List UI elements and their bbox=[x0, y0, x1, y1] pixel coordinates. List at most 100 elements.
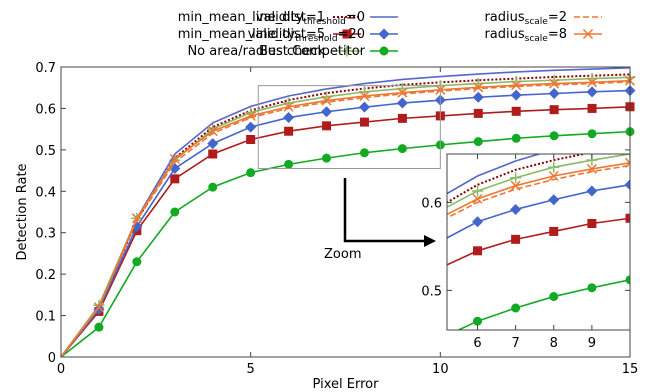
y-tick-label: 0.4 bbox=[35, 185, 56, 200]
main-series-point-5 bbox=[397, 144, 407, 154]
inset-series-line-3 bbox=[447, 154, 542, 195]
inset-series-point-7 bbox=[472, 193, 483, 204]
inset-series-point-2 bbox=[548, 161, 560, 173]
main-series-point-4 bbox=[396, 97, 408, 109]
y-tick-label: 0.5 bbox=[35, 144, 56, 159]
x-tick-label: 10 bbox=[432, 362, 449, 377]
main-series-point-1 bbox=[284, 126, 294, 136]
main-series-point-1 bbox=[587, 103, 597, 113]
y-tick-label: 0.1 bbox=[35, 310, 56, 325]
y-tick-label: 0.3 bbox=[35, 227, 56, 242]
inset-series-line-0 bbox=[447, 154, 589, 204]
inset-series bbox=[447, 154, 630, 330]
y-tick-label: 0.7 bbox=[35, 61, 56, 76]
inset-series-point-4 bbox=[586, 185, 598, 197]
inset-series-point-1 bbox=[625, 213, 630, 223]
inset-series-line-7 bbox=[447, 161, 630, 216]
zoom-arrow-head bbox=[424, 235, 436, 247]
legend: min_mean_line_dist=1 min_mean_line_dist=5… bbox=[178, 10, 602, 59]
inset-series-point-7 bbox=[548, 170, 559, 182]
inset-x-tick-label: 6 bbox=[473, 336, 481, 351]
main-series-point-7 bbox=[131, 213, 142, 224]
main-series-line-5 bbox=[60, 130, 631, 358]
y-tick-label: 0.6 bbox=[35, 102, 56, 117]
main-series-point-7 bbox=[549, 78, 560, 89]
legend-label-6: radiusscale=2 bbox=[484, 10, 567, 27]
main-series-point-5 bbox=[322, 153, 332, 163]
main-series-point-5 bbox=[473, 137, 483, 147]
inset-series-point-5 bbox=[511, 303, 521, 313]
x-tick-label: 0 bbox=[57, 362, 65, 377]
main-series-point-7 bbox=[321, 95, 332, 106]
x-tick-label: 15 bbox=[622, 362, 639, 377]
inset-series-point-1 bbox=[511, 234, 521, 244]
zoom-region-box bbox=[257, 85, 441, 169]
main-series-point-4 bbox=[510, 89, 522, 101]
inset-x-tick-label: 9 bbox=[588, 336, 596, 351]
inset-frame bbox=[446, 153, 631, 331]
inset-y-tick-label: 0.6 bbox=[421, 196, 442, 211]
main-series-point-5 bbox=[132, 257, 142, 267]
main-series-point-7 bbox=[93, 302, 104, 313]
main-series-point-1 bbox=[170, 174, 180, 184]
main-series-point-1 bbox=[208, 149, 218, 159]
main-series-point-4 bbox=[548, 88, 560, 100]
main-series-point-7 bbox=[473, 82, 484, 93]
inset-series-point-7 bbox=[586, 163, 597, 174]
main-series-point-4 bbox=[169, 163, 181, 174]
inset-series-point-1 bbox=[587, 219, 597, 229]
main-series-point-4 bbox=[321, 106, 333, 118]
legend-marker-2 bbox=[341, 45, 353, 57]
legend-marker-5 bbox=[379, 46, 389, 56]
main-series-point-4 bbox=[358, 101, 370, 113]
zoom-arrow-line bbox=[343, 178, 426, 243]
main-series-point-5 bbox=[246, 168, 256, 178]
main-series-point-7 bbox=[359, 90, 370, 102]
inset-series-point-5 bbox=[587, 283, 597, 293]
inset-series-point-1 bbox=[549, 226, 559, 236]
main-series-point-7 bbox=[283, 101, 294, 112]
inset-series-point-7 bbox=[624, 157, 630, 168]
main-series-point-1 bbox=[246, 135, 256, 144]
legend-marker-7 bbox=[582, 28, 594, 40]
legend-label-1: min_mean_line_dist=5 bbox=[178, 27, 325, 42]
main-series-point-1 bbox=[359, 117, 369, 127]
inset-series-point-7 bbox=[510, 180, 521, 191]
zoom-annotation: Zoom bbox=[324, 247, 361, 262]
main-series-point-5 bbox=[587, 129, 597, 139]
y-tick-label: 0 bbox=[48, 351, 56, 366]
inset-series-point-5 bbox=[473, 316, 482, 326]
legend-label-3: validitythreshold=0 bbox=[256, 10, 365, 27]
inset-series-point-4 bbox=[472, 216, 483, 228]
main-series-point-7 bbox=[587, 77, 598, 88]
inset-series-point-1 bbox=[473, 246, 482, 256]
main-series-point-5 bbox=[549, 131, 559, 141]
x-axis-label: Pixel Error bbox=[313, 377, 380, 392]
inset-series-point-5 bbox=[625, 275, 630, 285]
main-series-line-7 bbox=[60, 79, 631, 358]
inset-x-tick-label: 8 bbox=[550, 336, 558, 351]
inset-series-line-6 bbox=[447, 164, 630, 219]
inset-series-point-4 bbox=[548, 194, 560, 206]
main-series-point-5 bbox=[359, 148, 369, 158]
legend-label-4: validitythreshold=20 bbox=[248, 27, 365, 44]
main-series-point-5 bbox=[511, 133, 521, 143]
main-series-point-7 bbox=[397, 87, 408, 98]
main-series-point-7 bbox=[207, 126, 218, 137]
main-series-line-4 bbox=[60, 89, 631, 358]
y-axis-label: Detection Rate bbox=[15, 163, 30, 260]
main-series-point-5 bbox=[208, 182, 218, 192]
zoom-rectangle bbox=[257, 85, 441, 169]
main-series-point-7 bbox=[511, 80, 522, 91]
main-series-point-1 bbox=[397, 113, 407, 123]
inset-series-line-5 bbox=[456, 279, 630, 330]
legend-marker-1 bbox=[342, 29, 352, 39]
main-series-point-4 bbox=[283, 112, 295, 124]
inset-plot: 6 7 8 9 0.5 0.6 bbox=[421, 153, 631, 351]
inset-series-point-4 bbox=[624, 179, 630, 191]
inset-series-point-2 bbox=[472, 185, 483, 197]
y-tick-label: 0.2 bbox=[35, 268, 56, 283]
inset-series-line-1 bbox=[447, 217, 630, 266]
main-series-point-1 bbox=[511, 106, 521, 116]
